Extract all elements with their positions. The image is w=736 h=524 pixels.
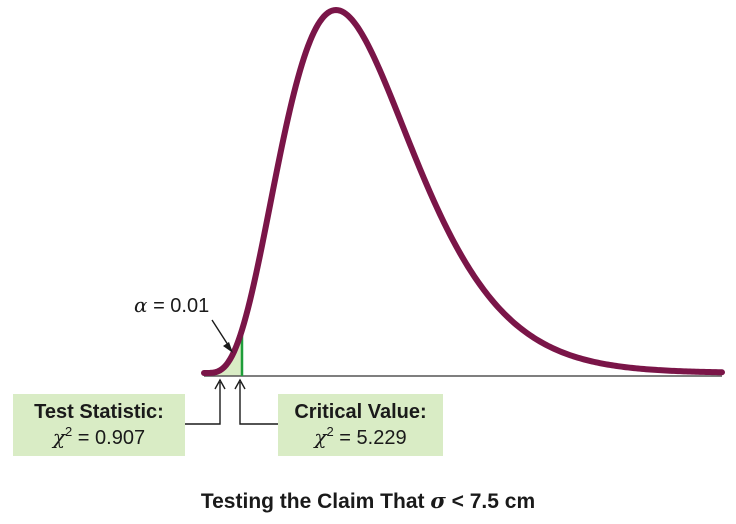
caption-relation: < 7.5 cm [445, 490, 536, 513]
test-statistic-leader-arrow [185, 378, 226, 425]
test-statistic-box: Test Statistic: χ2 = 0.907 [13, 394, 185, 456]
test-statistic-number: = 0.907 [72, 427, 146, 449]
alpha-value: = 0.01 [147, 295, 210, 317]
chi-symbol: χ [314, 425, 327, 449]
chi-symbol: χ [52, 425, 66, 449]
critical-value-leader-arrow [234, 378, 278, 425]
chi-square-density-curve [201, 6, 725, 376]
critical-value-value: χ2 = 5.229 [288, 424, 433, 451]
test-statistic-heading: Test Statistic: [34, 401, 164, 423]
critical-value-box: Critical Value: χ2 = 5.229 [278, 394, 443, 456]
sigma-symbol: σ [430, 488, 446, 513]
figure-caption: Testing the Claim That σ < 7.5 cm [0, 488, 736, 514]
alpha-label: α = 0.01 [134, 293, 209, 318]
alpha-symbol: α [134, 293, 148, 317]
alpha-pointer-arrow [211, 319, 233, 353]
critical-value-heading: Critical Value: [294, 401, 427, 423]
left-tail-shaded-region [204, 329, 242, 376]
caption-prefix: Testing the Claim That [200, 490, 431, 513]
test-statistic-value: χ2 = 0.907 [23, 424, 175, 451]
critical-value-number: = 5.229 [333, 427, 407, 449]
exponent: 2 [326, 424, 334, 439]
exponent: 2 [65, 424, 73, 439]
